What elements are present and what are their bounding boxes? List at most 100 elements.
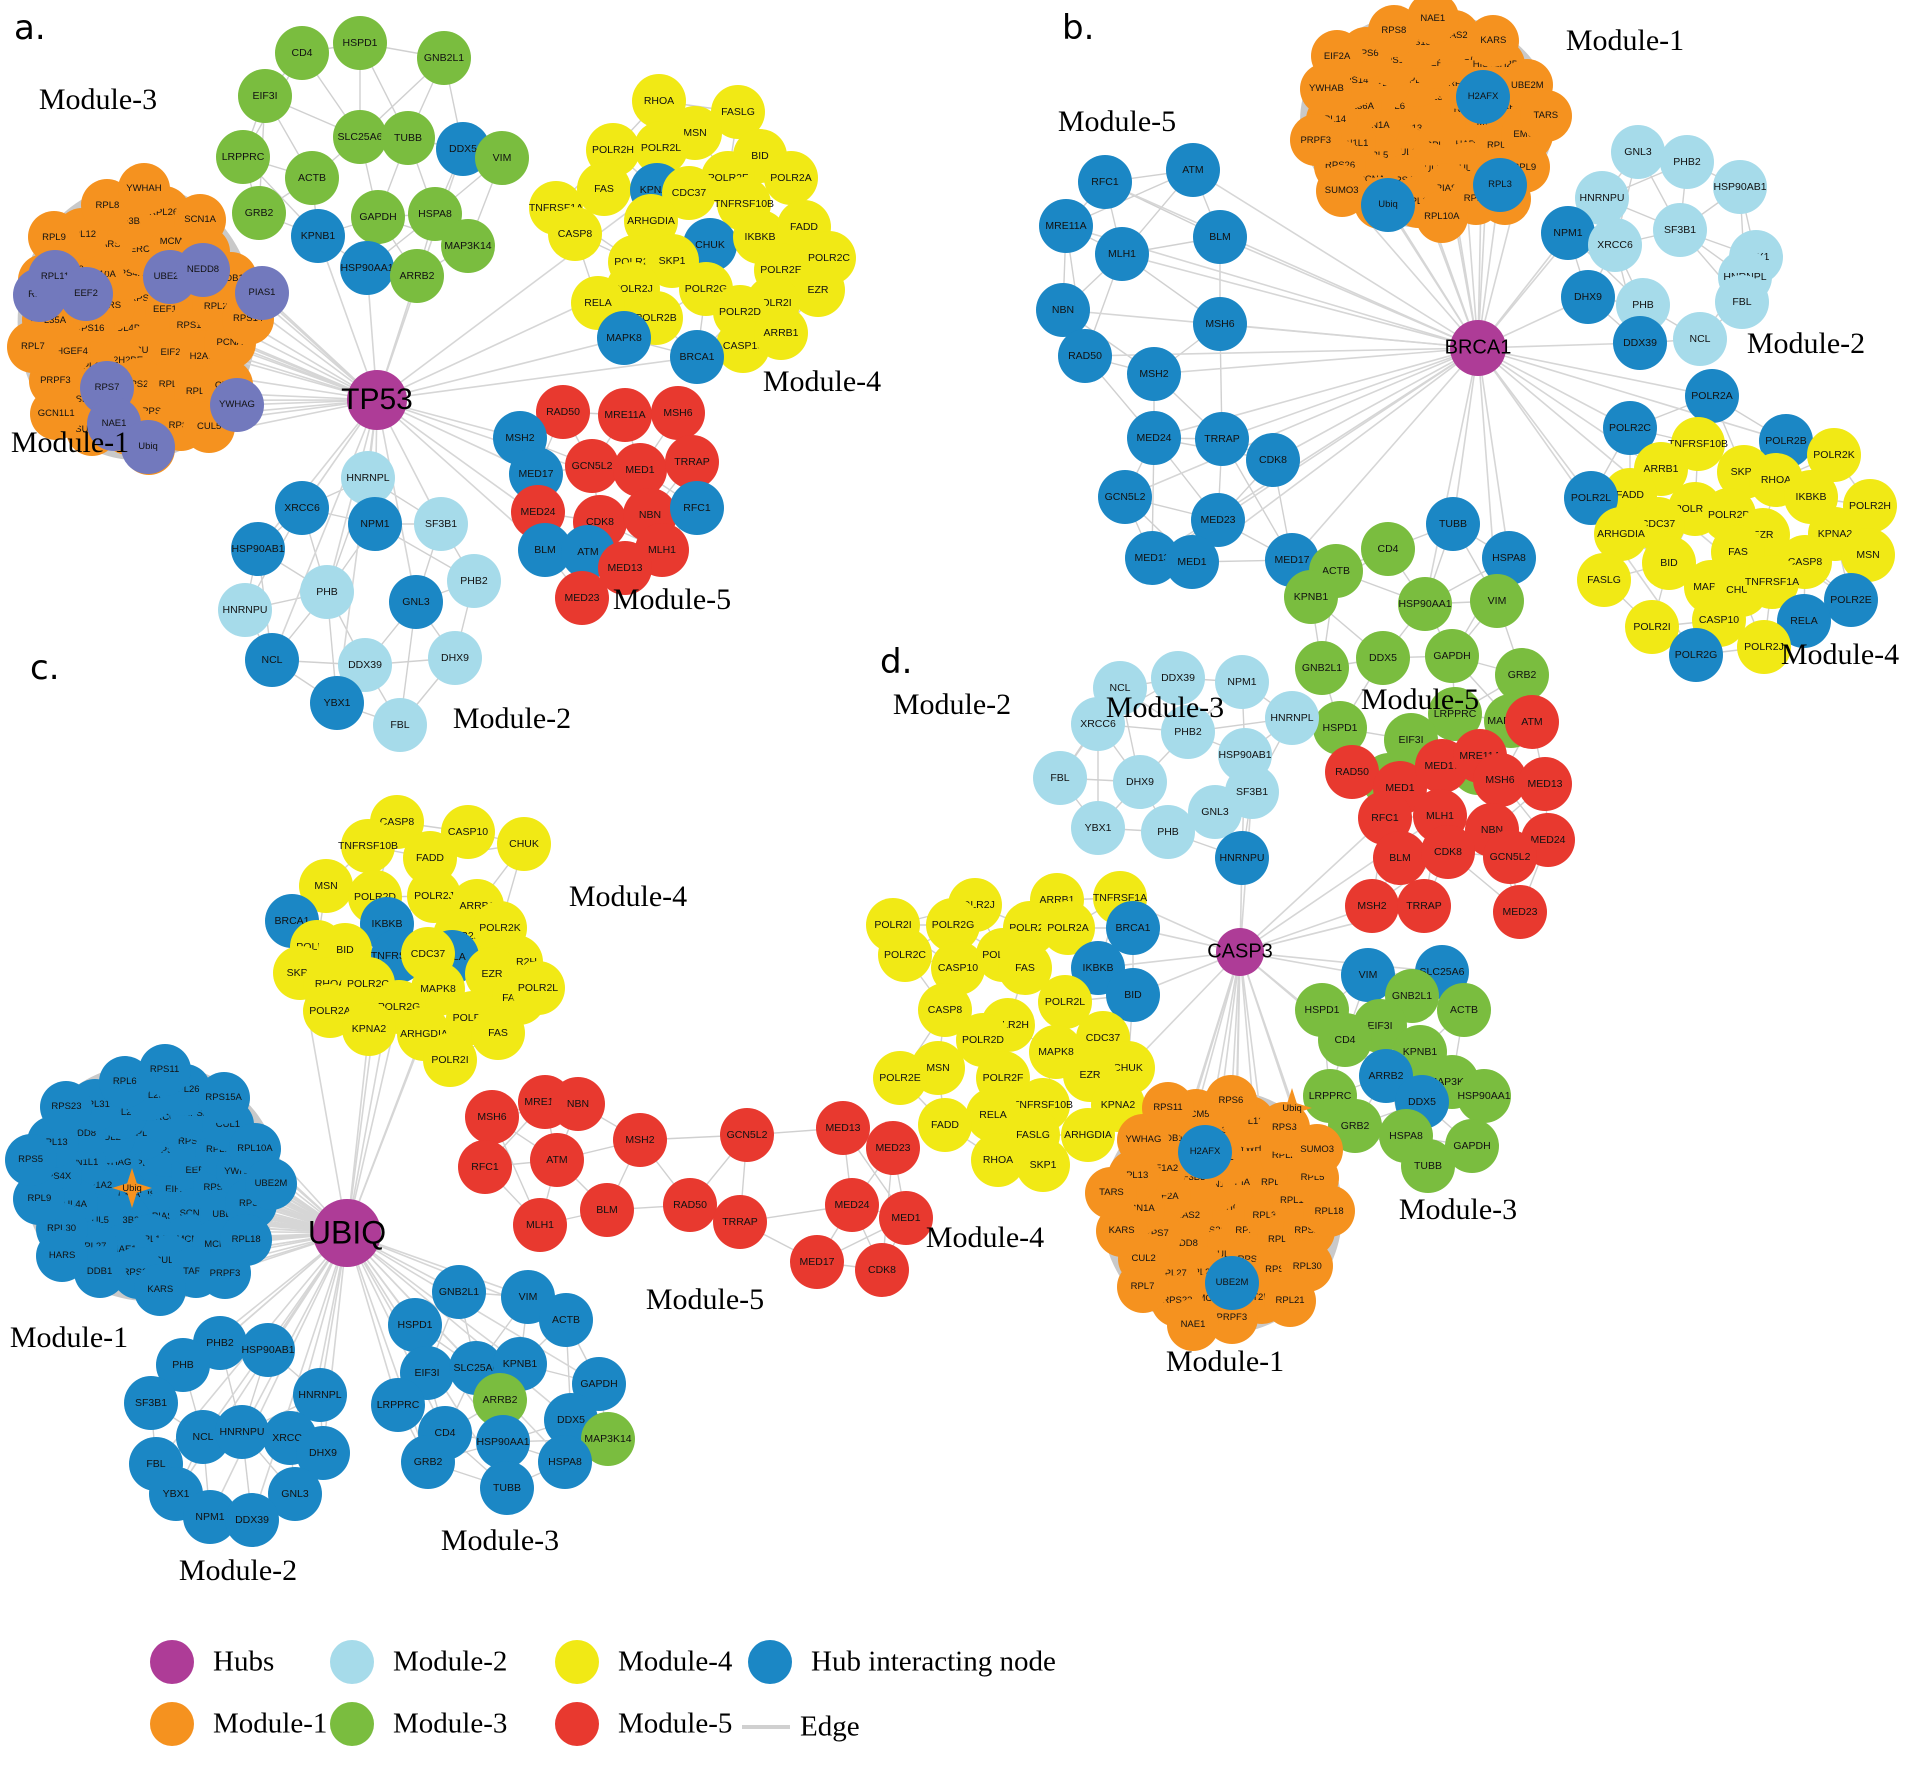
- node-label: SF3B1: [424, 517, 458, 530]
- node-NBN: NBN: [551, 1077, 605, 1131]
- edge: [1477, 347, 1787, 442]
- node-POLR2A: POLR2A: [1685, 369, 1739, 423]
- node-label: POLR2J: [613, 282, 653, 295]
- node-label: RPS11: [149, 1064, 180, 1076]
- node-label: DDB1: [1158, 1133, 1184, 1145]
- node-label: MCM4: [176, 1233, 205, 1245]
- node-GNL3: GNL3: [389, 575, 443, 629]
- node-label: DHX9: [308, 1446, 337, 1459]
- edge: [346, 1232, 566, 1463]
- node-label: RPL3: [1488, 179, 1512, 191]
- node-label: FADD: [1615, 488, 1644, 501]
- node-label: ARRB2: [1368, 1069, 1404, 1082]
- node-label: RPL13: [38, 1136, 68, 1148]
- node-SF3B1: SF3B1: [414, 497, 468, 551]
- node-TNFRSF10B: TNFRSF10B: [338, 819, 398, 873]
- node-label: LRPPRC: [221, 150, 265, 163]
- node-label: EEF2: [1423, 57, 1448, 69]
- node-label: ARRB1: [459, 899, 495, 912]
- node-MED13: MED13: [816, 1101, 870, 1155]
- node-label: MED13: [825, 1121, 861, 1134]
- node-label: CUL4A: [1452, 162, 1483, 174]
- node-label: RPL9: [1512, 161, 1537, 173]
- node-MSH2: MSH2: [613, 1113, 667, 1167]
- node-label: RPS2: [183, 1108, 209, 1120]
- node-TUBB: TUBB: [480, 1461, 534, 1515]
- node-label: RPL26: [149, 206, 179, 218]
- node-label: POLR2H: [1848, 499, 1891, 512]
- node-label: MED13: [607, 561, 643, 574]
- node-GRB2: GRB2: [232, 186, 286, 240]
- node-label: HARS: [48, 1250, 76, 1262]
- node-label: RPS13: [178, 1135, 209, 1147]
- node-label: PRPF3: [40, 375, 71, 387]
- node-label: RPL26: [1261, 1177, 1291, 1189]
- node-label: MED24: [1136, 431, 1172, 444]
- node-TRRAP: TRRAP: [1397, 879, 1451, 933]
- node-label: BRCA1: [679, 350, 715, 363]
- node-label: MED23: [875, 1141, 911, 1154]
- node-label: RELA: [979, 1108, 1007, 1121]
- node-label: BID: [1124, 988, 1142, 1001]
- node-label: SCN1A: [180, 1209, 212, 1219]
- node-label: BID: [751, 149, 769, 162]
- node-label: HSP90AA1: [476, 1435, 530, 1448]
- node-label: MED23: [1502, 905, 1538, 918]
- node-label: YWHAB: [1308, 83, 1344, 95]
- node-GCN5L2: GCN5L2: [1098, 470, 1152, 524]
- node-label: PHB2: [1673, 155, 1701, 168]
- node-label: MSH2: [1357, 899, 1387, 912]
- node-label: NEDD8: [1165, 1238, 1198, 1250]
- node-GNL3: GNL3: [1611, 125, 1665, 179]
- node-label: CUL1: [1392, 146, 1417, 158]
- edge: [1477, 347, 1592, 499]
- node-SCN1A: SCN1A: [174, 193, 227, 246]
- edge: [376, 337, 625, 401]
- node-HNRNPU: HNRNPU: [1215, 831, 1269, 885]
- node-label: MED1: [1385, 781, 1415, 794]
- node-CDK8: CDK8: [1246, 433, 1300, 487]
- node-TUBB: TUBB: [381, 111, 435, 165]
- node-MLH1: MLH1: [1095, 227, 1149, 281]
- node-label: MSH6: [1485, 773, 1515, 786]
- node-label: PRPF3: [209, 1267, 241, 1279]
- node-ARRB1: ARRB1: [754, 306, 808, 360]
- node-label: MED23: [564, 591, 600, 604]
- edge: [1291, 347, 1479, 561]
- node-label: CASP8: [1787, 555, 1823, 568]
- node-FBL: FBL: [1033, 751, 1087, 805]
- node-XRCC6: XRCC6: [1071, 697, 1125, 751]
- node-label: PHB: [316, 585, 338, 598]
- node-label: Ubiq: [1282, 1102, 1302, 1114]
- node-label: MED17: [1274, 553, 1310, 566]
- node-SKP1: SKP1: [1016, 1138, 1070, 1192]
- edge: [346, 1232, 572, 1421]
- node-label: TARS: [183, 1266, 208, 1278]
- node-GCN5L2: GCN5L2: [720, 1108, 774, 1162]
- node-label: PHB2: [206, 1336, 234, 1349]
- node-NPM1: NPM1: [348, 497, 402, 551]
- panel-letter-d: d.: [880, 642, 913, 682]
- node-RFC1: RFC1: [458, 1140, 512, 1194]
- module-label-module-4: Module-4: [1780, 638, 1900, 671]
- node-CASP8: CASP8: [548, 207, 602, 261]
- node-label: MAP3K14: [584, 1432, 632, 1445]
- edge: [1239, 951, 1443, 973]
- node-label: UBE2M: [1510, 79, 1544, 91]
- node-XRCC6: XRCC6: [1588, 218, 1642, 272]
- node-label: HSPA8: [1492, 551, 1526, 564]
- edge: [346, 1033, 425, 1234]
- node-label: RAD50: [1335, 765, 1369, 778]
- node-label: KARS: [1480, 35, 1507, 47]
- node-label: FASLG: [721, 105, 755, 118]
- node-label: MSH6: [663, 406, 693, 419]
- node-BLM: BLM: [518, 523, 572, 577]
- node-PIAS1: PIAS1: [235, 266, 289, 320]
- node-label: KPNB1: [300, 229, 336, 242]
- node-GCN5L2: GCN5L2: [565, 439, 619, 493]
- node-DDX39: DDX39: [225, 1493, 279, 1547]
- node-label: RPS16: [1237, 1254, 1268, 1266]
- node-ATM: ATM: [530, 1133, 584, 1187]
- node-label: PCNA: [216, 337, 243, 349]
- hub-node-CASP3: CASP3: [1207, 928, 1273, 976]
